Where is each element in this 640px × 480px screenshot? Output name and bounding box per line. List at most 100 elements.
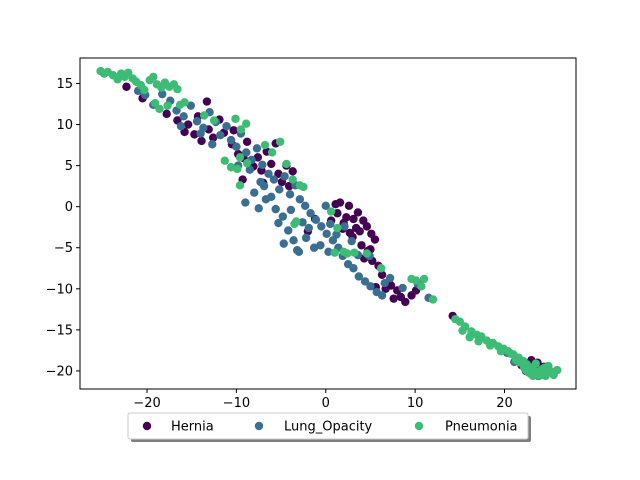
data-point: [200, 111, 209, 120]
data-point: [389, 294, 398, 303]
data-point: [349, 264, 358, 273]
data-point: [295, 195, 305, 204]
data-point: [376, 264, 386, 273]
data-point: [322, 229, 331, 238]
legend-marker: [414, 421, 424, 431]
data-point: [289, 236, 298, 245]
data-point: [284, 226, 293, 235]
data-point: [292, 245, 302, 255]
data-point: [362, 222, 372, 231]
data-point: [192, 117, 202, 126]
data-point: [521, 365, 531, 375]
data-point: [235, 153, 245, 162]
data-point: [216, 131, 225, 140]
data-point: [140, 85, 149, 95]
data-point: [360, 277, 370, 286]
data-point: [202, 97, 212, 106]
data-point: [465, 333, 474, 342]
data-point: [377, 291, 387, 300]
data-point: [496, 347, 506, 356]
data-point: [179, 112, 188, 121]
axes: −20 −10 0 10 20 −20 −15 −10 −5 0 5 10 15: [46, 77, 513, 411]
series-pneumonia: [96, 66, 562, 381]
data-point: [163, 101, 172, 110]
data-point: [197, 136, 206, 146]
data-point: [353, 208, 363, 217]
legend[interactable]: Hernia Lung_Opacity Pneumonia: [127, 412, 531, 442]
data-point: [349, 214, 358, 224]
x-tick-label: 20: [496, 396, 513, 411]
data-point: [332, 230, 341, 239]
data-point: [124, 68, 133, 77]
legend-marker: [254, 421, 264, 431]
data-point: [236, 125, 246, 134]
data-point: [321, 201, 330, 211]
x-tick-label: −10: [223, 396, 250, 411]
data-point: [241, 198, 250, 207]
y-tick-label: 5: [65, 159, 73, 174]
data-point: [232, 142, 241, 151]
data-point: [209, 116, 219, 125]
x-tick-label: −20: [133, 396, 160, 411]
data-point: [149, 72, 158, 82]
data-point: [274, 218, 283, 228]
y-tick-label: 10: [56, 118, 73, 133]
data-point: [288, 175, 297, 184]
data-point: [259, 181, 269, 191]
data-point: [254, 204, 263, 213]
legend-label: Lung_Opacity: [284, 420, 373, 435]
data-point: [326, 219, 335, 229]
data-point: [428, 295, 438, 304]
data-point: [279, 239, 288, 248]
data-point: [344, 201, 354, 211]
data-point: [417, 282, 426, 291]
data-point: [180, 98, 189, 107]
data-point: [242, 119, 251, 128]
data-point: [335, 198, 345, 207]
data-point: [222, 121, 231, 131]
data-point: [304, 223, 313, 233]
data-point: [226, 135, 236, 145]
legend-box: [127, 412, 529, 440]
data-point: [528, 371, 538, 381]
data-point: [183, 120, 193, 129]
data-point: [235, 181, 245, 190]
y-tick-label: 15: [56, 77, 73, 92]
data-point: [269, 175, 279, 184]
data-point: [288, 167, 297, 176]
data-point: [242, 158, 252, 168]
data-point: [326, 207, 336, 216]
data-point: [208, 133, 218, 142]
y-tick-label: 0: [65, 200, 73, 215]
data-point: [516, 358, 525, 367]
points-layer: [96, 66, 562, 381]
data-point: [474, 337, 483, 346]
data-point: [317, 222, 326, 231]
data-point: [370, 235, 380, 244]
data-point: [324, 247, 333, 257]
data-point: [366, 282, 375, 291]
data-point: [340, 222, 349, 231]
data-point: [458, 326, 467, 335]
data-point: [229, 126, 238, 135]
data-point: [355, 227, 364, 236]
data-point: [173, 85, 182, 94]
data-point: [544, 361, 553, 371]
data-point: [354, 272, 364, 281]
data-point: [280, 172, 289, 181]
data-point: [196, 129, 205, 138]
data-point: [267, 192, 276, 202]
data-point: [226, 163, 236, 172]
data-point: [549, 370, 558, 380]
y-tick-label: −10: [46, 282, 73, 297]
data-point: [531, 359, 540, 368]
data-point: [506, 349, 515, 358]
data-point: [260, 140, 270, 150]
legend-marker: [142, 421, 152, 431]
data-point: [258, 160, 267, 169]
data-point: [419, 274, 429, 284]
data-point: [278, 212, 288, 221]
data-point: [250, 188, 259, 197]
data-point: [455, 317, 465, 326]
